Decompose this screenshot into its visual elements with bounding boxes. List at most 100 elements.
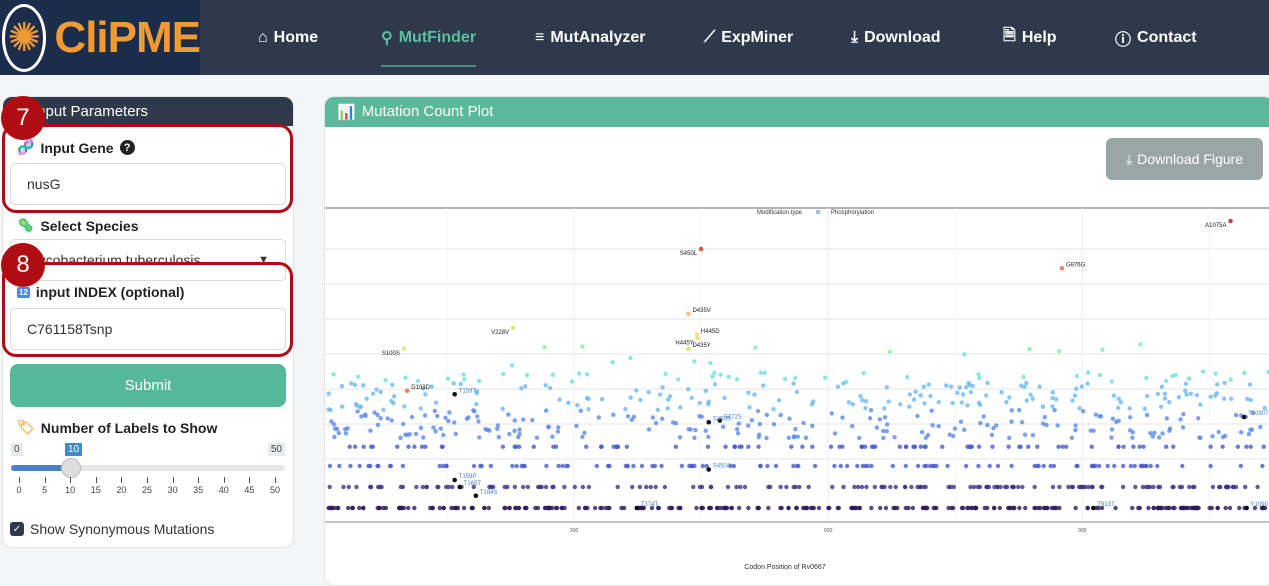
data-point <box>723 444 728 449</box>
data-point <box>990 444 995 449</box>
logo-text: CliPME <box>54 12 201 62</box>
data-point <box>476 419 481 424</box>
data-point <box>332 505 337 511</box>
data-point <box>720 424 726 430</box>
data-point <box>339 384 345 389</box>
labeled-point <box>510 325 516 331</box>
data-point <box>441 505 446 511</box>
data-point <box>582 505 588 511</box>
data-point <box>706 401 711 407</box>
data-point <box>766 484 771 490</box>
data-point <box>946 484 951 490</box>
data-point <box>544 463 549 469</box>
data-point <box>922 401 927 406</box>
data-point <box>359 414 364 419</box>
nav-label: Home <box>273 28 319 46</box>
slider-handle[interactable] <box>61 458 81 478</box>
data-point <box>1131 444 1136 449</box>
dna-icon: 🧬 <box>17 139 35 155</box>
data-point <box>898 402 903 407</box>
data-point <box>1050 404 1055 409</box>
labeled-point <box>452 477 457 483</box>
data-point <box>773 463 779 469</box>
nav-home[interactable]: ⌂ Home <box>258 0 318 75</box>
data-point <box>1255 484 1260 490</box>
nav-help[interactable]: 🗎 Help <box>1003 0 1057 75</box>
data-point <box>796 463 801 469</box>
data-point <box>1074 463 1079 469</box>
data-point <box>623 463 629 469</box>
data-point <box>372 410 377 415</box>
data-point <box>746 444 751 449</box>
synonymous-checkbox[interactable]: ✓ Show Synonymous Mutations <box>10 521 214 537</box>
data-point <box>963 463 969 469</box>
x-tick-label: 600 <box>824 528 833 534</box>
data-point <box>1072 393 1078 398</box>
submit-button[interactable]: Submit <box>10 364 286 407</box>
checkbox-checked-icon[interactable]: ✓ <box>10 522 24 536</box>
data-point <box>398 484 404 490</box>
nav-mutanalyzer[interactable]: ≡ MutAnalyzer <box>535 0 645 75</box>
data-point <box>1186 505 1192 511</box>
data-point <box>1009 408 1014 413</box>
data-point <box>423 444 428 449</box>
data-point <box>1244 444 1249 449</box>
data-point <box>782 376 788 382</box>
data-point <box>388 463 394 469</box>
data-point <box>523 384 528 389</box>
labels-slider[interactable]: 0 10 50 0 5 10 15 20 25 30 35 40 45 50 <box>9 441 289 501</box>
download-figure-button[interactable]: ⤓ Download Figure <box>1106 138 1263 180</box>
data-point <box>998 484 1003 490</box>
nav-expminer[interactable]: ⟋ ExpMiner <box>704 0 793 75</box>
data-point <box>1019 420 1025 425</box>
point-label: H445D <box>701 329 720 335</box>
data-point <box>863 444 868 449</box>
data-point <box>665 397 671 402</box>
nav-download[interactable]: ⤓ Download <box>851 0 941 75</box>
data-point <box>440 463 446 469</box>
data-point <box>1017 407 1022 413</box>
data-point <box>670 420 676 425</box>
checkbox-label: Show Synonymous Mutations <box>30 521 215 537</box>
data-point <box>723 505 728 511</box>
data-point <box>487 484 492 490</box>
data-point <box>910 505 915 511</box>
nav-contact[interactable]: ⓘ Contact <box>1115 0 1197 75</box>
data-point <box>1109 379 1114 384</box>
help-icon[interactable]: ? <box>119 140 135 155</box>
data-point <box>554 505 560 511</box>
data-point <box>793 426 798 432</box>
data-point <box>797 484 802 490</box>
data-point <box>1079 384 1085 389</box>
slider-track[interactable] <box>11 465 285 471</box>
data-point <box>972 505 978 511</box>
data-point <box>366 463 371 469</box>
data-point <box>758 370 763 375</box>
data-point <box>516 505 521 511</box>
index-input[interactable]: C761158Tsnp <box>10 308 286 350</box>
data-point <box>915 463 921 469</box>
data-point <box>576 371 582 376</box>
nav-mutfinder[interactable]: ⚲ MutFinder <box>381 0 477 75</box>
logo[interactable]: ✺ CliPME <box>0 0 201 75</box>
point-label: V228V <box>491 330 509 336</box>
data-point <box>471 484 477 490</box>
data-point <box>483 427 488 432</box>
data-point <box>1091 463 1096 469</box>
data-point <box>348 463 353 469</box>
data-point <box>1022 432 1028 437</box>
data-point <box>551 484 556 490</box>
mutation-scatter-plot[interactable]: Modification type Phosphorylation 300 600… <box>325 127 1269 586</box>
data-point <box>453 431 458 437</box>
data-point <box>420 386 426 391</box>
data-point <box>406 444 411 449</box>
data-point <box>474 388 480 394</box>
data-point <box>530 418 535 423</box>
data-point <box>389 418 394 423</box>
data-point <box>1070 398 1075 403</box>
gene-input[interactable]: nusG <box>10 163 286 205</box>
data-point <box>985 380 990 386</box>
data-point <box>629 417 634 423</box>
data-point <box>461 505 467 511</box>
data-point <box>461 372 466 377</box>
